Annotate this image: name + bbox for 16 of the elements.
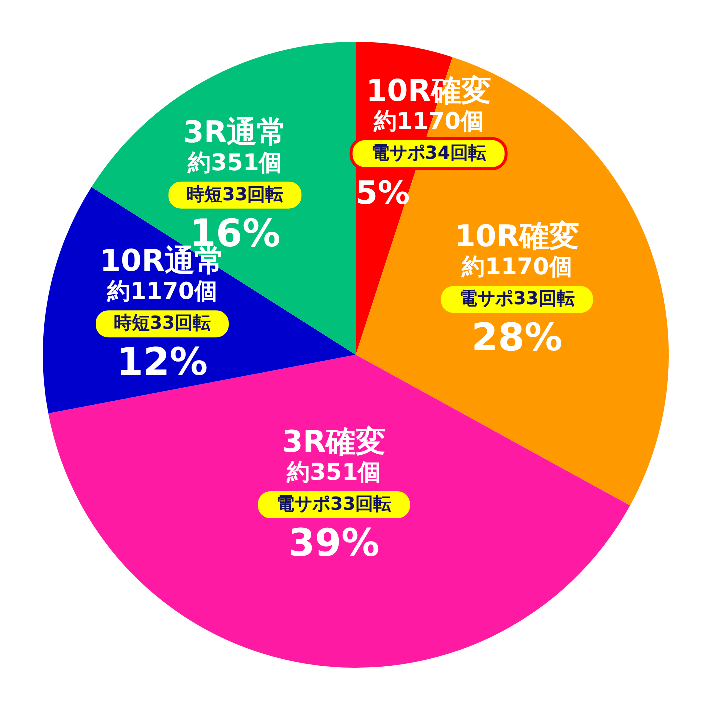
- text: 約1170個: [106, 279, 218, 306]
- text: 電サポ33回転: [460, 288, 575, 310]
- data-label: 12%: [117, 340, 208, 384]
- slice-label: 3R確変: [282, 425, 386, 460]
- data-label: 39%: [288, 521, 380, 566]
- text: 約351個: [286, 460, 382, 486]
- slice-label: 3R通常: [183, 115, 288, 150]
- text: 時短33回転: [186, 184, 284, 206]
- data-label: 28%: [472, 316, 563, 360]
- data-label: 5%: [356, 174, 410, 212]
- text: 時短33回転: [114, 313, 212, 334]
- text: 電サポ34回転: [371, 142, 486, 164]
- slice-label: 10R確変: [454, 220, 580, 255]
- text: 約1170個: [461, 254, 572, 281]
- text: 約351個: [187, 150, 282, 176]
- text: 電サポ33回転: [276, 494, 392, 516]
